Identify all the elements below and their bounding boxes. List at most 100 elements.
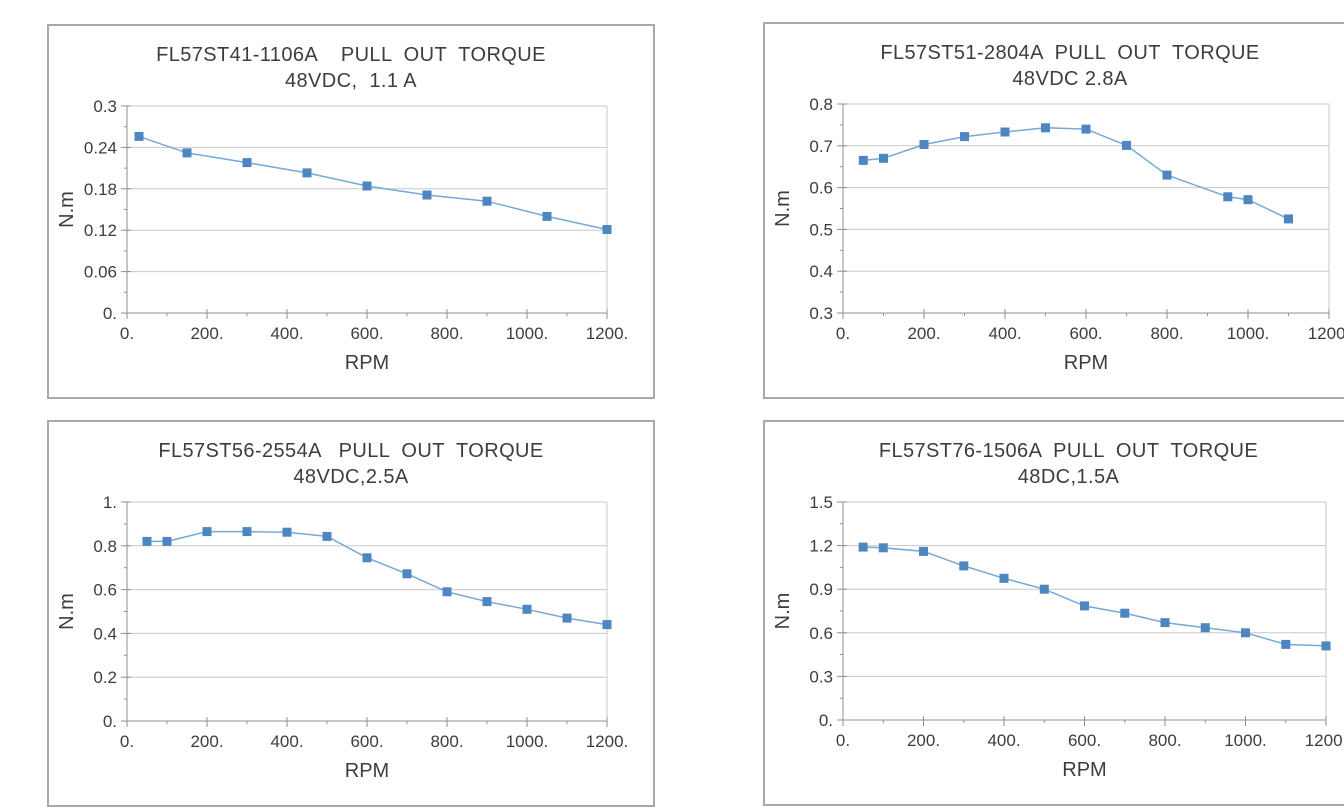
chart-plot-area: 0. 0.06 0.12 0.18 0.24 0.3 0. 200. 400. 600. 800. 1… <box>49 94 653 397</box>
data-point-marker <box>602 620 612 630</box>
data-point-marker <box>542 211 552 221</box>
data-point-marker <box>1120 608 1130 618</box>
y-tick-label: 0.24 <box>84 138 117 157</box>
data-point-marker <box>1200 623 1210 633</box>
data-point-marker <box>919 140 929 149</box>
data-point-marker <box>959 561 969 571</box>
x-tick-label: 200. <box>190 324 223 343</box>
data-point-marker <box>1321 641 1331 651</box>
y-tick-label: 0.2 <box>93 668 117 687</box>
data-point-marker <box>442 587 452 597</box>
data-point-marker <box>162 536 172 546</box>
y-tick-label: 1.2 <box>809 537 833 556</box>
x-tick-label: 400. <box>270 732 303 751</box>
data-point-marker <box>999 573 1009 583</box>
y-tick-label: 1. <box>103 493 117 512</box>
x-tick-label: 1200. <box>586 732 629 751</box>
data-point-marker <box>362 181 372 191</box>
chart-svg: 0. 0.3 0.6 0.9 1.2 1.5 0. 200. 400. 600. 800. 1000.… <box>772 493 1344 781</box>
chart-plot-area: 0. 0.2 0.4 0.6 0.8 1. 0. 200. 400. 600. 800. 1000. 1… <box>49 490 653 805</box>
x-tick-label: 0. <box>836 731 850 750</box>
data-point-marker <box>1039 584 1049 594</box>
y-tick-label: 0. <box>103 304 117 323</box>
data-point-marker <box>142 536 152 546</box>
data-point-marker <box>134 131 144 141</box>
y-tick-label: 0.6 <box>93 581 117 600</box>
x-tick-label: 1000. <box>1224 731 1267 750</box>
chart-svg: 0.3 0.4 0.5 0.6 0.7 0.8 0. 200. 400. 600. 800. 1000… <box>772 95 1344 374</box>
y-tick-label: 0.3 <box>809 304 833 323</box>
chart-svg: 0. 0.2 0.4 0.6 0.8 1. 0. 200. 400. 600. 800. 1000. 1… <box>56 493 628 782</box>
data-point-marker <box>1081 124 1091 134</box>
y-tick-label: 0. <box>819 711 833 730</box>
data-point-marker <box>402 569 412 579</box>
x-tick-label: 1000. <box>506 732 549 751</box>
chart-subtitle: 48VDC 2.8A <box>1012 68 1128 90</box>
x-tick-label: 1200. <box>1305 731 1344 750</box>
y-axis-label: N.m <box>772 593 794 630</box>
axes-group <box>837 103 1330 319</box>
data-point-marker <box>1281 639 1291 649</box>
x-tick-label: 400. <box>987 731 1020 750</box>
tick-labels-group: 0. 0.2 0.4 0.6 0.8 1. 0. 200. 400. 600. 800. 1000. 1… <box>93 493 628 751</box>
data-point-marker <box>202 527 212 537</box>
y-tick-label: 0.9 <box>809 580 833 599</box>
x-tick-label: 600. <box>350 732 383 751</box>
torque-chart-panel-fl57st51: FL57ST51-2804A PULL OUT TORQUE 48VDC 2.8… <box>763 22 1344 399</box>
data-point-marker <box>482 597 492 607</box>
y-tick-label: 0.6 <box>809 624 833 643</box>
tick-labels-group: 0. 0.06 0.12 0.18 0.24 0.3 0. 200. 400. 600. 800. 1… <box>84 97 628 343</box>
chart-title-block: FL57ST76-1506A PULL OUT TORQUE 48DC,1.5A <box>765 422 1344 490</box>
x-tick-label: 200. <box>190 732 223 751</box>
data-point-marker <box>878 543 888 553</box>
y-tick-label: 0.6 <box>809 179 833 198</box>
data-point-marker <box>858 542 868 552</box>
chart-title: FL57ST56-2554A PULL OUT TORQUE <box>158 440 544 462</box>
y-tick-label: 0.06 <box>84 263 117 282</box>
chart-subtitle: 48VDC,2.5A <box>293 466 409 488</box>
chart-svg: 0. 0.06 0.12 0.18 0.24 0.3 0. 200. 400. 600. 800. 1… <box>56 97 628 374</box>
x-axis-label: RPM <box>345 352 389 374</box>
data-point-marker <box>1223 192 1233 202</box>
y-axis-label: N.m <box>56 593 78 630</box>
data-point-marker <box>242 158 252 168</box>
chart-subtitle: 48VDC, 1.1 A <box>285 70 417 92</box>
x-tick-label: 0. <box>120 324 134 343</box>
axes-group <box>121 105 608 319</box>
series-line <box>863 546 1327 647</box>
torque-chart-panel-fl57st76: FL57ST76-1506A PULL OUT TORQUE 48DC,1.5A… <box>763 420 1344 806</box>
y-tick-label: 0.5 <box>809 220 833 239</box>
data-point-marker <box>1243 195 1253 205</box>
data-point-marker <box>858 155 868 165</box>
gridlines-group <box>127 105 608 313</box>
data-point-marker <box>1041 123 1050 133</box>
x-tick-label: 1200. <box>1308 324 1344 343</box>
chart-title: FL57ST76-1506A PULL OUT TORQUE <box>878 440 1259 462</box>
y-tick-label: 0.8 <box>93 537 117 556</box>
x-tick-label: 1200. <box>586 324 629 343</box>
data-point-marker <box>1122 140 1131 150</box>
x-tick-label: 200. <box>907 731 940 750</box>
x-tick-label: 800. <box>1150 324 1183 343</box>
x-tick-label: 800. <box>1148 731 1181 750</box>
x-tick-label: 0. <box>120 732 134 751</box>
y-tick-label: 0.3 <box>93 97 117 116</box>
torque-chart-panel-fl57st56: FL57ST56-2554A PULL OUT TORQUE 48VDC,2.5… <box>47 420 655 807</box>
data-point-marker <box>302 168 312 178</box>
y-tick-label: 1.5 <box>809 493 833 512</box>
data-point-marker <box>879 153 888 163</box>
y-axis-label: N.m <box>772 190 794 227</box>
y-tick-label: 0.18 <box>84 180 117 199</box>
chart-subtitle: 48DC,1.5A <box>1017 466 1120 488</box>
chart-title-block: FL57ST41-1106A PULL OUT TORQUE 48VDC, 1.… <box>49 26 653 94</box>
y-tick-label: 0. <box>103 712 117 731</box>
y-tick-label: 0.8 <box>809 95 833 114</box>
data-point-marker <box>562 613 572 623</box>
data-point-marker <box>1284 214 1293 224</box>
x-tick-label: 800. <box>430 732 463 751</box>
data-point-marker <box>1080 601 1089 611</box>
x-tick-label: 1000. <box>1227 324 1270 343</box>
data-point-marker <box>1241 628 1250 638</box>
y-tick-label: 0.12 <box>84 221 117 240</box>
x-tick-label: 800. <box>430 324 463 343</box>
